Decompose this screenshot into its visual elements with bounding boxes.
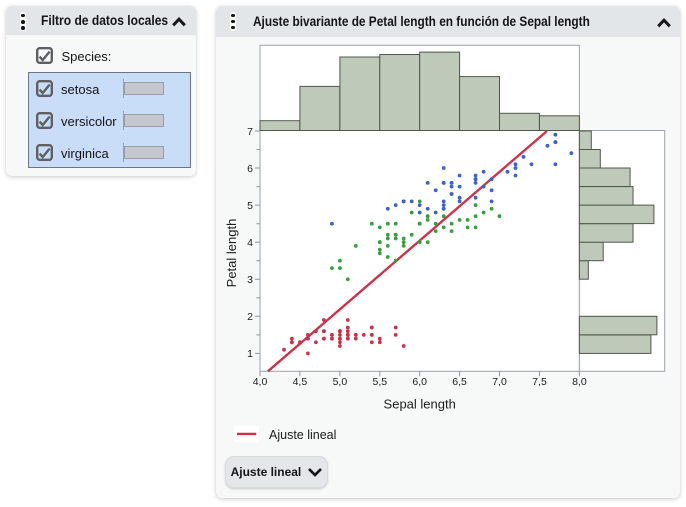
- svg-text:7,0: 7,0: [492, 376, 507, 388]
- svg-text:4,0: 4,0: [253, 376, 268, 388]
- svg-text:1: 1: [247, 348, 253, 360]
- svg-text:5: 5: [247, 200, 253, 212]
- svg-text:6,0: 6,0: [412, 376, 427, 388]
- svg-text:8,0: 8,0: [572, 376, 587, 388]
- svg-text:4,5: 4,5: [293, 376, 308, 388]
- svg-text:6,5: 6,5: [452, 376, 467, 388]
- svg-text:5,5: 5,5: [372, 376, 387, 388]
- svg-text:Sepal length: Sepal length: [384, 397, 456, 412]
- svg-text:6: 6: [247, 163, 253, 175]
- svg-text:3: 3: [247, 274, 253, 286]
- svg-text:5,0: 5,0: [333, 376, 348, 388]
- svg-text:7: 7: [247, 126, 253, 138]
- svg-text:2: 2: [247, 311, 253, 323]
- svg-text:7,5: 7,5: [532, 376, 547, 388]
- svg-text:4: 4: [247, 237, 253, 249]
- svg-text:Petal length: Petal length: [224, 219, 239, 288]
- svg-text:Ajuste lineal: Ajuste lineal: [269, 428, 336, 442]
